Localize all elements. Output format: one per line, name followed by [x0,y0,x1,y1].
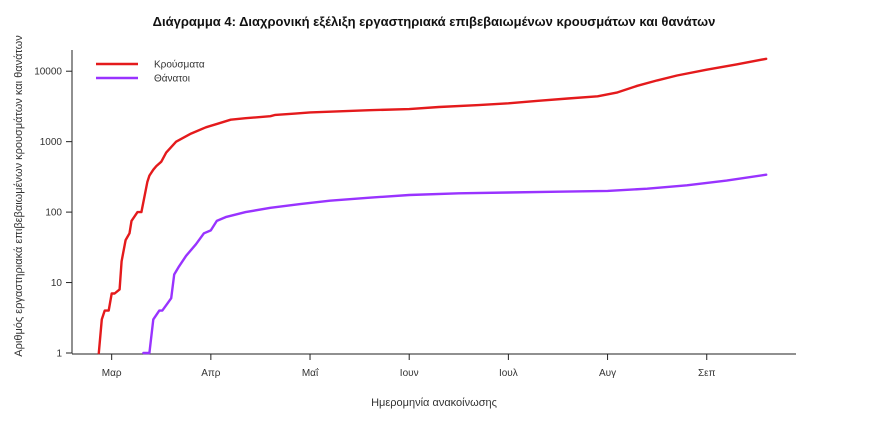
y-tick-label: 100 [45,208,62,219]
legend-label: Θάνατοι [154,73,190,85]
series-layer [97,57,768,355]
legend: Κρούσματα Θάνατοι [96,59,205,85]
x-tick-label: Απρ [201,368,221,379]
legend-label: Κρούσματα [154,59,205,71]
series-line-cases [97,57,768,355]
y-tick-label: 1000 [40,137,63,148]
y-axis-label: Αριθμός εργαστηριακά επιβεβαιωμένων κρου… [13,35,25,357]
x-axis-label: Ημερομηνία ανακοίνωσης [371,397,497,409]
x-tick-label: Ιουλ [499,368,518,379]
axes-layer: Μαρ Απρ Μαΐ Ιουν Ιουλ Αυγ Σεπ 1 10 100 1000 10000 [34,50,796,379]
y-tick-label: 10000 [34,67,62,78]
series-line-deaths [142,173,768,355]
x-tick-label: Αυγ [599,368,616,379]
x-tick-label: Σεπ [698,368,716,379]
y-tick-label: 1 [56,349,62,360]
chart-title: Διάγραμμα 4: Διαχρονική εξέλιξη εργαστηρ… [153,14,716,29]
x-tick-label: Ιουν [400,368,419,379]
x-tick-label: Μαρ [102,368,122,379]
y-tick-label: 10 [51,278,63,289]
x-tick-label: Μαΐ [302,367,319,379]
